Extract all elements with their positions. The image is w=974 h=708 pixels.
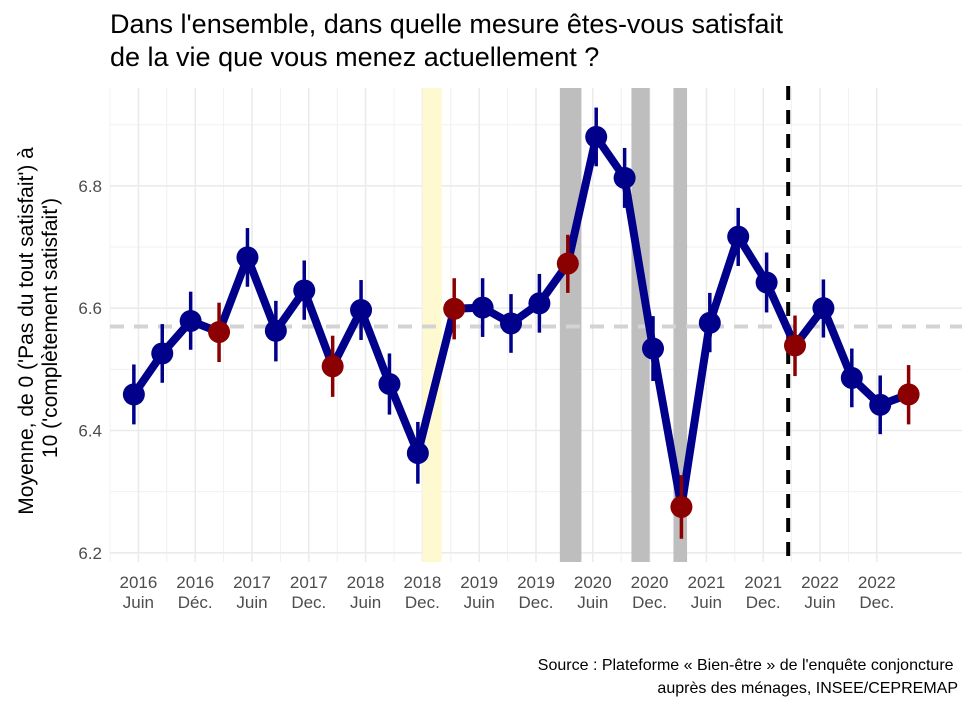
chart-title: Dans l'ensemble, dans quelle mesure êtes…	[110, 9, 791, 72]
data-point	[727, 225, 750, 248]
x-tick-label-line: 2018	[403, 573, 441, 592]
x-tick-label-line: Dec.	[519, 593, 554, 612]
data-point	[670, 495, 693, 518]
data-point	[755, 271, 778, 294]
data-point	[840, 366, 863, 389]
y-axis-label-line-1: Moyenne, de 0 ('Pas du tout satisfait') …	[15, 147, 38, 515]
data-point	[897, 383, 920, 406]
x-tick-label-line: 2016	[176, 573, 214, 592]
x-tick-label-line: Déc.	[178, 593, 213, 612]
x-tick-label: 2020 Dec.	[631, 573, 669, 612]
x-tick-label-line: 2020	[574, 573, 612, 592]
x-tick-label-line: 2019	[517, 573, 555, 592]
x-tick-label-line: 2016	[119, 573, 157, 592]
x-tick-label-line: Dec.	[291, 593, 326, 612]
x-tick-label-line: Juin	[123, 593, 154, 612]
x-tick-label: 2020 Juin	[574, 573, 612, 612]
source-caption-line-2: auprès des ménages, INSEE/CEPREMAP	[657, 680, 958, 697]
x-tick-label-line: 2017	[290, 573, 328, 592]
y-axis-label: Moyenne, de 0 ('Pas du tout satisfait') …	[15, 141, 62, 514]
x-tick-label-line: Juin	[350, 593, 381, 612]
x-tick-label: 2021 Dec.	[744, 573, 782, 612]
x-tick-label-line: Dec.	[859, 593, 894, 612]
x-tick-label-line: Juin	[804, 593, 835, 612]
x-tick-label: 2018 Juin	[347, 573, 385, 612]
chart-title-line-1: Dans l'ensemble, dans quelle mesure êtes…	[110, 9, 783, 39]
data-point	[293, 279, 316, 302]
data-point	[208, 321, 231, 344]
y-tick-label: 6.6	[78, 299, 102, 318]
x-tick-label-line: Juin	[691, 593, 722, 612]
x-tick-label-line: Juin	[577, 593, 608, 612]
x-tick-label-line: Dec.	[632, 593, 667, 612]
grey-band	[673, 88, 688, 562]
y-tick-label: 6.8	[78, 177, 102, 196]
x-tick-label: 2017 Juin	[233, 573, 271, 612]
source-caption: Source : Plateforme « Bien-être » de l'e…	[538, 657, 958, 697]
data-point	[443, 297, 466, 320]
x-tick-label-line: 2022	[858, 573, 896, 592]
chart-title-line-2: de la vie que vous menez actuellement ?	[110, 42, 599, 72]
x-tick-label: 2018 Dec.	[403, 573, 441, 612]
y-tick-label: 6.2	[78, 544, 102, 563]
x-tick-label-line: Juin	[464, 593, 495, 612]
x-tick-label: 2021 Juin	[687, 573, 725, 612]
data-point	[556, 252, 579, 275]
series-line	[129, 132, 913, 511]
x-tick-label: 2019 Dec.	[517, 573, 555, 612]
data-point	[698, 311, 721, 334]
x-tick-label-line: Dec.	[405, 593, 440, 612]
y-axis-label-line-2: 10 ('complètement satisfait')	[39, 198, 62, 458]
data-point	[642, 337, 665, 360]
x-tick-label-line: Juin	[236, 593, 267, 612]
data-point	[179, 310, 202, 333]
x-tick-label: 2022 Juin	[801, 573, 839, 612]
x-tick-label: 2016 Déc.	[176, 573, 214, 612]
x-tick-label: 2019 Juin	[460, 573, 498, 612]
data-point	[613, 166, 636, 189]
data-point	[528, 292, 551, 315]
x-tick-label-line: 2020	[631, 573, 669, 592]
x-tick-label: 2016 Juin	[119, 573, 157, 612]
data-point	[500, 312, 523, 335]
x-tick-label-line: 2022	[801, 573, 839, 592]
data-point	[122, 383, 145, 406]
data-point	[321, 355, 344, 378]
x-tick-label-line: 2017	[233, 573, 271, 592]
y-tick-label: 6.4	[78, 422, 102, 441]
x-tick-label: 2022 Dec.	[858, 573, 896, 612]
data-point	[151, 342, 174, 365]
x-tick-label-line: 2021	[744, 573, 782, 592]
x-tick-label-line: Dec.	[746, 593, 781, 612]
data-point	[264, 319, 287, 342]
data-point	[869, 393, 892, 416]
x-tick-label-line: 2018	[347, 573, 385, 592]
data-point	[378, 373, 401, 396]
data-point	[585, 125, 608, 148]
data-point	[236, 246, 259, 269]
x-tick-label-line: 2021	[687, 573, 725, 592]
source-caption-line-1: Source : Plateforme « Bien-être » de l'e…	[538, 657, 954, 674]
data-point	[471, 296, 494, 319]
data-point	[784, 334, 807, 357]
x-tick-label: 2017 Dec.	[290, 573, 328, 612]
x-tick-label-line: 2019	[460, 573, 498, 592]
data-point	[350, 299, 373, 322]
data-point	[812, 297, 835, 320]
data-point	[406, 442, 429, 465]
